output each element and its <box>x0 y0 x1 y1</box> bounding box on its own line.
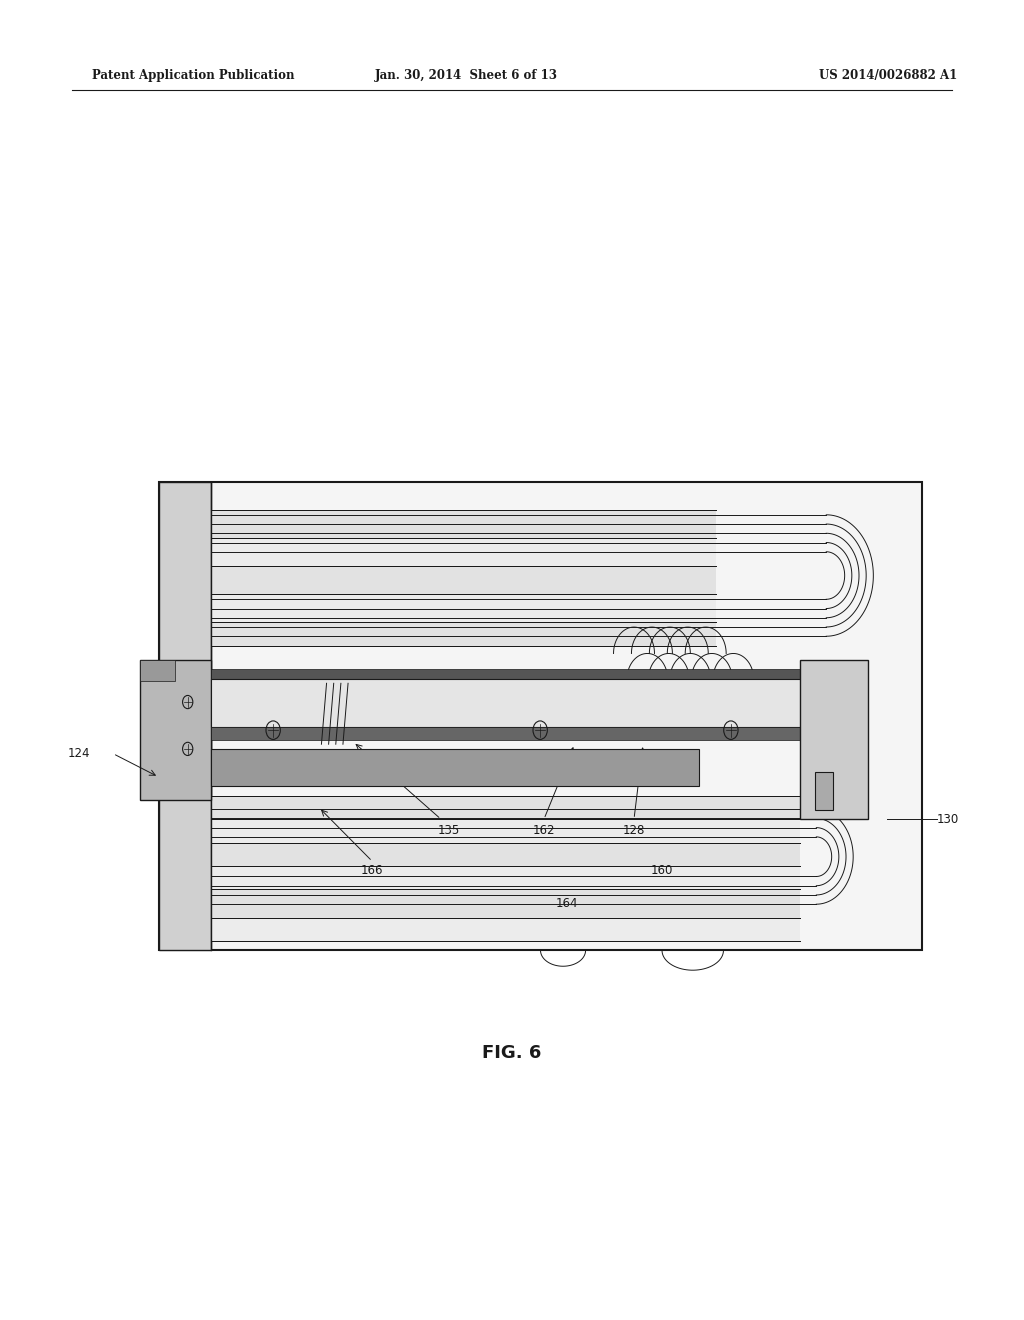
Bar <box>211 890 800 917</box>
Bar <box>211 669 822 680</box>
Text: Patent Application Publication: Patent Application Publication <box>92 69 295 82</box>
Text: 130: 130 <box>937 813 959 826</box>
Text: 128: 128 <box>623 824 645 837</box>
Text: α: α <box>667 675 676 688</box>
Text: β: β <box>541 680 548 692</box>
Bar <box>159 482 211 950</box>
Text: 164: 164 <box>556 896 579 909</box>
Bar <box>211 510 716 539</box>
Text: 124: 124 <box>68 747 90 760</box>
Bar <box>211 748 699 787</box>
Text: 160: 160 <box>651 863 674 876</box>
Bar <box>211 866 800 890</box>
Bar <box>211 820 800 842</box>
Bar <box>815 772 834 809</box>
Bar <box>211 566 716 594</box>
Bar <box>159 482 922 950</box>
Bar <box>211 539 716 566</box>
Bar <box>211 726 822 741</box>
Bar <box>211 680 822 726</box>
Bar <box>211 796 800 820</box>
Bar <box>211 917 800 941</box>
Bar <box>211 842 800 866</box>
Text: 162: 162 <box>532 824 555 837</box>
Bar <box>139 660 175 681</box>
Text: 135: 135 <box>437 824 460 837</box>
Text: Jan. 30, 2014  Sheet 6 of 13: Jan. 30, 2014 Sheet 6 of 13 <box>375 69 557 82</box>
Bar <box>211 594 716 623</box>
Bar <box>800 660 868 820</box>
Bar <box>139 660 211 800</box>
Text: FIG. 6: FIG. 6 <box>482 1044 542 1063</box>
Text: 166: 166 <box>361 863 384 876</box>
Text: US 2014/0026882 A1: US 2014/0026882 A1 <box>819 69 957 82</box>
Bar <box>211 623 716 645</box>
